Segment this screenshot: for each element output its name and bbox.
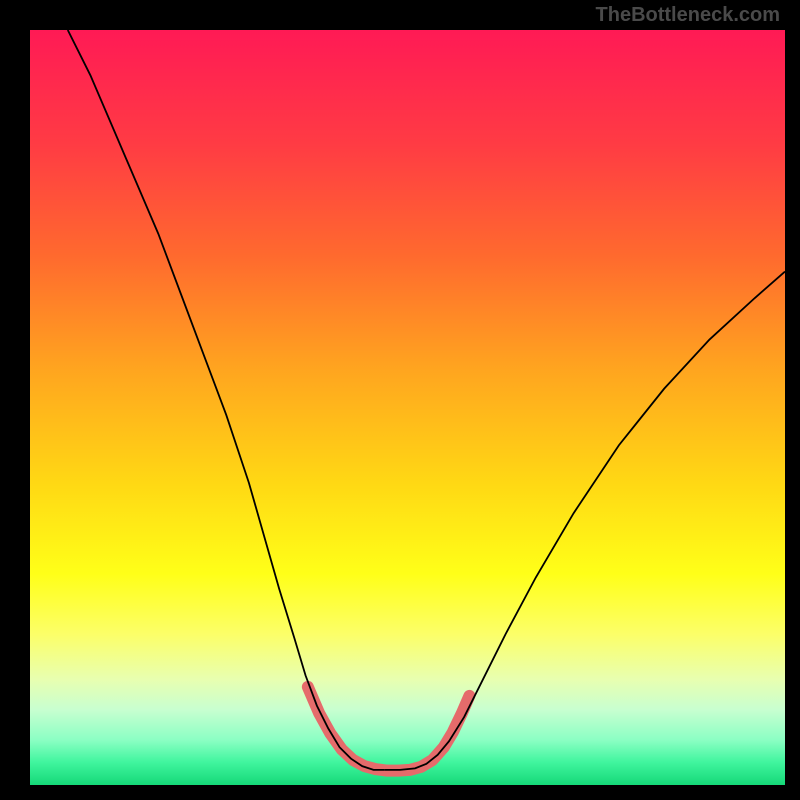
left-curve — [68, 30, 385, 770]
watermark-text: TheBottleneck.com — [596, 4, 780, 27]
curves-layer — [30, 30, 785, 785]
right-curve — [385, 272, 785, 770]
chart-container: TheBottleneck.com — [0, 0, 800, 800]
highlight-segment — [308, 687, 470, 771]
plot-area — [30, 30, 785, 785]
